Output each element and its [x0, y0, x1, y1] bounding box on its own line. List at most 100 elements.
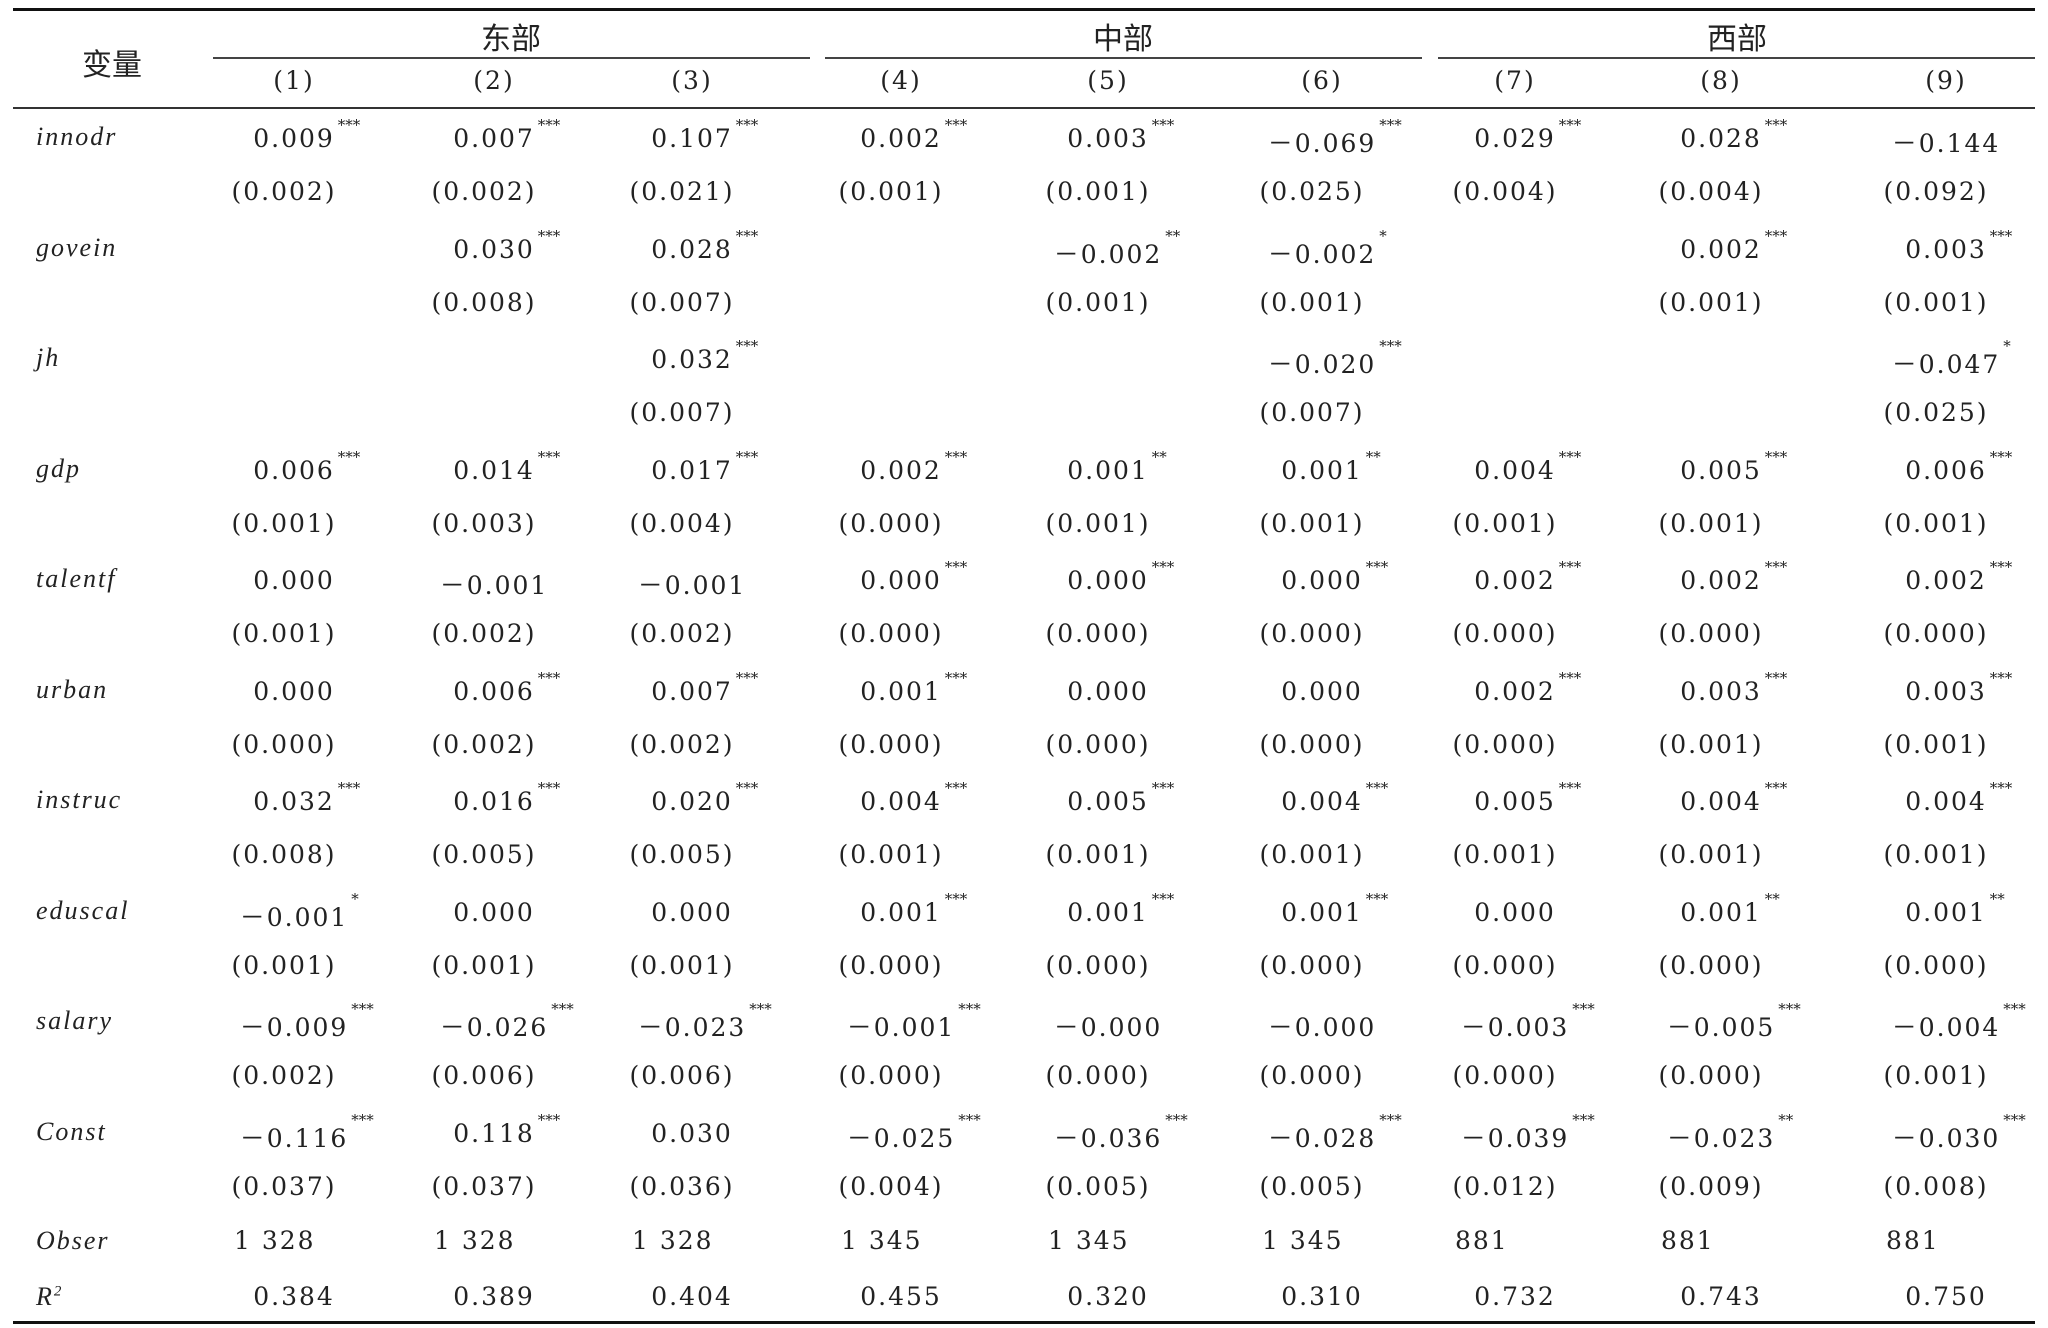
significance-stars: ***	[1764, 116, 1788, 134]
variable-name: innodr	[36, 122, 118, 151]
r2-name: R	[36, 1282, 54, 1311]
coefficient: 0.014 ***	[453, 448, 560, 485]
standard-error: (0.007)	[629, 287, 735, 317]
standard-error: (0.001)	[838, 177, 944, 206]
standard-error: (0.012)	[1452, 1171, 1558, 1201]
coefficient-value: 0.003	[1680, 676, 1762, 706]
coefficient: 0.001 ***	[1281, 890, 1388, 927]
coefficient-value: 0.002	[1680, 566, 1762, 595]
coefficient-value: 0.006	[1905, 455, 1987, 485]
coefficient-value: －0.001	[637, 571, 747, 600]
coefficient-value: 0.002	[1474, 676, 1556, 706]
coefficient-value: 0.000	[1067, 676, 1149, 706]
coefficient: 0.001 ***	[1067, 890, 1174, 927]
r-squared: 0.750	[1905, 1282, 1987, 1311]
standard-error: (0.000)	[1045, 729, 1151, 759]
coefficient-value: 0.028	[651, 234, 733, 264]
coefficient: 0.107 ***	[651, 116, 758, 153]
coefficient-value: －0.036	[1053, 1123, 1163, 1153]
coefficient: 0.029 ***	[1474, 116, 1581, 153]
significance-stars: ***	[1558, 447, 1582, 466]
standard-error: (0.000)	[838, 729, 944, 759]
standard-error: (0.000)	[1658, 950, 1764, 980]
significance-stars: ***	[735, 447, 759, 466]
significance-stars: ***	[351, 1000, 374, 1018]
coefficient: 0.000 ***	[860, 558, 967, 595]
standard-error: (0.001)	[1259, 508, 1365, 538]
header-rule	[13, 107, 2035, 109]
coefficient: 0.004 ***	[1281, 779, 1388, 816]
coefficient-value: 0.001	[860, 897, 942, 927]
standard-error: (0.001)	[431, 950, 537, 980]
standard-error: (0.001)	[1658, 287, 1764, 317]
significance-stars: ***	[1558, 668, 1582, 687]
standard-error: (0.025)	[1259, 177, 1365, 206]
r-squared: 0.455	[860, 1282, 942, 1311]
standard-error: (0.000)	[1658, 1061, 1764, 1090]
observations: 1 345	[1262, 1226, 1344, 1255]
group-rule-central	[825, 57, 1422, 59]
coefficient: 0.002 ***	[860, 448, 967, 485]
coefficient: －0.023 **	[1667, 1111, 1794, 1155]
coefficient: －0.000	[1268, 1008, 1377, 1044]
coefficient: 0.000	[253, 677, 335, 706]
significance-stars: ***	[1989, 668, 2013, 687]
standard-error: (0.000)	[838, 950, 944, 980]
standard-error: (0.001)	[1883, 840, 1989, 869]
coefficient-value: 0.001	[1067, 897, 1149, 927]
r-squared: 0.743	[1680, 1282, 1762, 1311]
coefficient-value: －0.004	[1891, 1013, 2001, 1042]
coefficient: 0.005 ***	[1474, 779, 1581, 816]
coefficient-value: 0.004	[1905, 787, 1987, 816]
standard-error: (0.001)	[231, 508, 337, 538]
significance-stars: *	[351, 889, 359, 908]
top-rule	[13, 8, 2035, 11]
bottom-rule	[13, 1321, 2035, 1324]
observations: 881	[1886, 1226, 1940, 1255]
column-header: (6)	[1301, 66, 1343, 95]
coefficient-value: 0.001	[860, 676, 942, 706]
standard-error: (0.008)	[231, 840, 337, 869]
significance-stars: ***	[735, 226, 759, 245]
coefficient: －0.001	[440, 566, 549, 602]
significance-stars: ***	[537, 226, 561, 245]
significance-stars: ***	[1558, 558, 1582, 576]
coefficient: 0.006 ***	[453, 669, 560, 706]
coefficient: 0.003 ***	[1680, 669, 1787, 706]
standard-error: (0.000)	[1452, 729, 1558, 759]
coefficient: －0.116 ***	[239, 1111, 374, 1155]
r-squared: 0.310	[1281, 1282, 1363, 1311]
coefficient: 0.030	[651, 1119, 733, 1148]
standard-error: (0.008)	[431, 287, 537, 317]
coefficient: 0.002 ***	[1680, 558, 1787, 595]
significance-stars: **	[1151, 447, 1167, 466]
variable-name: salary	[36, 1006, 113, 1035]
standard-error: (0.002)	[629, 729, 735, 759]
standard-error: (0.007)	[629, 398, 735, 427]
coefficient-value: 0.003	[1067, 124, 1149, 153]
standard-error: (0.001)	[1883, 729, 1989, 759]
coefficient: －0.047 *	[1892, 337, 2011, 381]
group-rule-east	[213, 57, 810, 59]
coefficient-value: －0.116	[239, 1123, 349, 1153]
coefficient: 0.003 ***	[1905, 669, 2012, 706]
variable-name: jh	[36, 343, 61, 372]
column-header: (7)	[1494, 66, 1536, 95]
coefficient-value: －0.030	[1891, 1123, 2001, 1153]
coefficient-value: －0.001	[439, 571, 549, 600]
coefficient-value: 0.006	[253, 455, 335, 485]
r-squared: 0.404	[651, 1282, 733, 1311]
coefficient: 0.001 ***	[860, 890, 967, 927]
coefficient: －0.020 ***	[1268, 337, 1402, 381]
coefficient: －0.030 ***	[1891, 1111, 2026, 1155]
significance-stars: ***	[537, 447, 561, 466]
coefficient: －0.144	[1892, 124, 2001, 160]
r2-superscript: 2	[53, 1283, 64, 1300]
significance-stars: ***	[958, 1110, 981, 1129]
coefficient-value: 0.004	[1474, 455, 1556, 485]
coefficient-value: 0.002	[1474, 566, 1556, 595]
coefficient: －0.025 ***	[847, 1111, 981, 1155]
variable-name: eduscal	[36, 895, 130, 925]
coefficient-value: 0.002	[1905, 566, 1987, 595]
coefficient: 0.028 ***	[1680, 116, 1787, 153]
